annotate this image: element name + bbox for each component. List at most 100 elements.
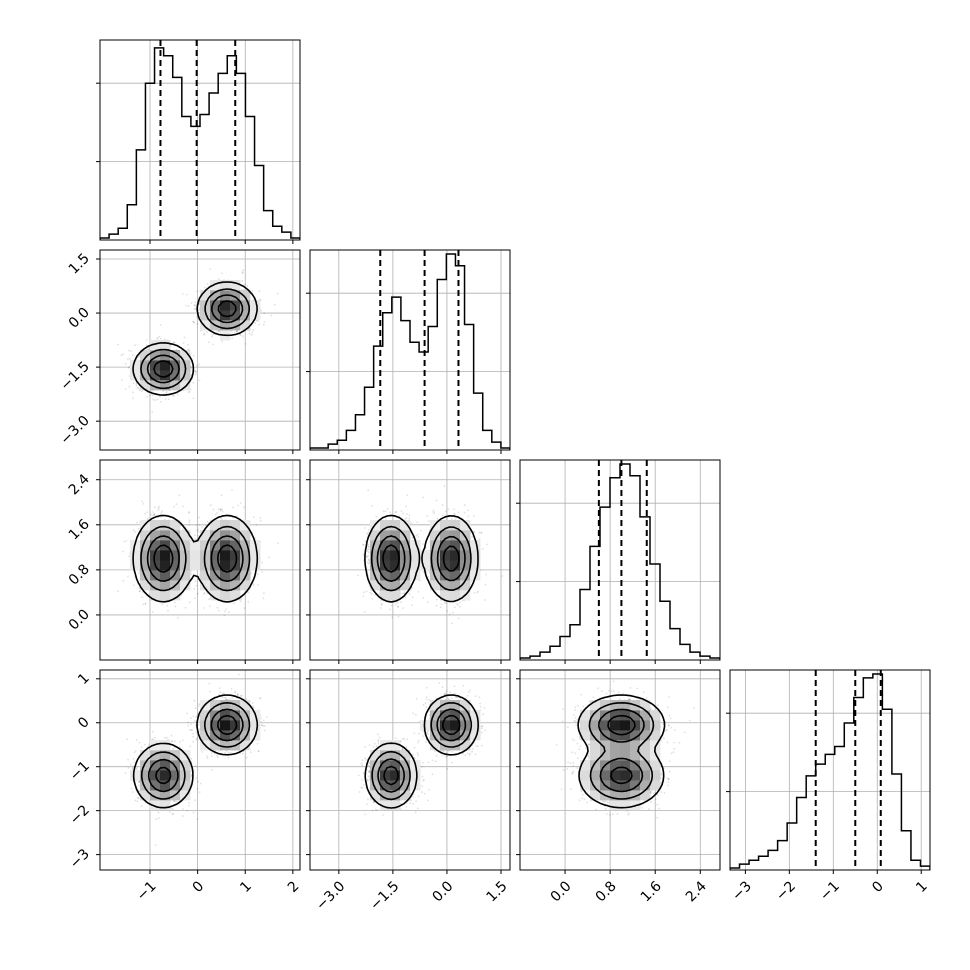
scatter-point — [247, 600, 250, 603]
density-bin — [210, 280, 221, 291]
scatter-point — [193, 587, 196, 590]
scatter-point — [212, 508, 215, 511]
density-bin — [200, 530, 211, 541]
scatter-point — [135, 383, 138, 385]
density-bin — [140, 380, 151, 391]
scatter-point — [185, 304, 188, 307]
scatter-point — [158, 505, 160, 508]
scatter-point — [138, 572, 140, 575]
scatter-point — [251, 290, 254, 292]
scatter-point — [128, 365, 131, 368]
scatter-point — [473, 592, 476, 594]
scatter-point — [211, 333, 214, 336]
contour-line — [140, 288, 250, 390]
scatter-point — [263, 321, 266, 323]
density-bin — [210, 590, 221, 601]
scatter-point — [362, 544, 364, 546]
density-bin — [160, 590, 171, 601]
scatter-point — [477, 590, 479, 593]
scatter-point — [206, 520, 209, 523]
scatter-point — [253, 516, 255, 518]
scatter-point — [188, 512, 190, 514]
y-tick-label: 1.5 — [66, 251, 93, 278]
scatter-point — [201, 526, 204, 528]
scatter-point — [243, 607, 246, 609]
scatter-point — [256, 573, 259, 576]
scatter-point — [193, 304, 196, 306]
scatter-point — [194, 307, 197, 310]
scatter-point — [194, 580, 197, 583]
scatter-point — [194, 597, 197, 600]
density-bin — [240, 570, 251, 581]
scatter-point — [196, 592, 199, 595]
density-bin — [140, 350, 151, 361]
density-bin — [210, 550, 221, 561]
scatter-point — [187, 343, 190, 346]
density-bin — [140, 580, 151, 591]
scatter-point — [117, 590, 119, 593]
panel-plot-area — [310, 250, 510, 450]
density-bin — [230, 590, 241, 601]
scatter-point — [151, 394, 154, 397]
scatter-point — [163, 338, 166, 341]
scatter-point — [224, 610, 226, 613]
density-bin — [220, 300, 231, 311]
density-bin — [250, 550, 261, 561]
scatter-point — [138, 356, 140, 358]
scatter-point — [262, 597, 265, 600]
scatter-point — [162, 390, 165, 393]
scatter-point — [137, 527, 140, 530]
density-bin — [170, 520, 181, 531]
density-bin — [200, 310, 211, 321]
scatter-point — [441, 514, 444, 517]
scatter-point — [240, 598, 243, 600]
scatter-point — [233, 602, 236, 604]
density-bin — [160, 550, 171, 561]
density-bin — [140, 540, 151, 551]
scatter-point — [195, 584, 198, 587]
scatter-point — [203, 593, 205, 595]
density-bin — [170, 370, 181, 381]
scatter-point — [197, 534, 199, 537]
scatter-point — [152, 514, 155, 517]
scatter-point — [146, 348, 149, 351]
density-bin — [210, 310, 221, 321]
density-bin — [220, 550, 231, 561]
scatter-point — [170, 345, 172, 348]
density-bin — [220, 520, 231, 531]
panel-2-1 — [306, 459, 511, 664]
panel-1-1 — [306, 249, 511, 454]
density-bin — [130, 550, 141, 561]
density-bin — [150, 530, 161, 541]
density-bin — [170, 590, 181, 601]
panel-plot-area — [100, 460, 300, 660]
scatter-point — [246, 285, 249, 287]
scatter-point — [220, 509, 222, 512]
scatter-point — [132, 391, 135, 394]
scatter-point — [173, 505, 176, 508]
scatter-point — [208, 598, 210, 601]
scatter-point — [217, 278, 220, 280]
scatter-point — [261, 561, 263, 564]
scatter-point — [192, 320, 195, 323]
density-bin — [160, 380, 171, 391]
scatter-point — [453, 512, 456, 515]
scatter-point — [128, 555, 131, 558]
scatter-point — [177, 393, 179, 396]
scatter-point — [194, 304, 196, 307]
scatter-point — [243, 283, 246, 286]
scatter-point — [159, 395, 161, 398]
scatter-point — [212, 343, 215, 346]
scatter-point — [206, 592, 209, 595]
scatter-point — [366, 555, 368, 558]
scatter-point — [124, 388, 127, 390]
density-bin — [160, 570, 171, 581]
density-bin — [220, 310, 231, 321]
density-bin — [150, 540, 161, 551]
scatter-point — [190, 302, 193, 304]
density-bin — [180, 540, 191, 551]
scatter-point — [153, 514, 156, 516]
density-bin — [160, 520, 171, 531]
scatter-point — [501, 575, 504, 577]
scatter-point — [257, 320, 260, 322]
